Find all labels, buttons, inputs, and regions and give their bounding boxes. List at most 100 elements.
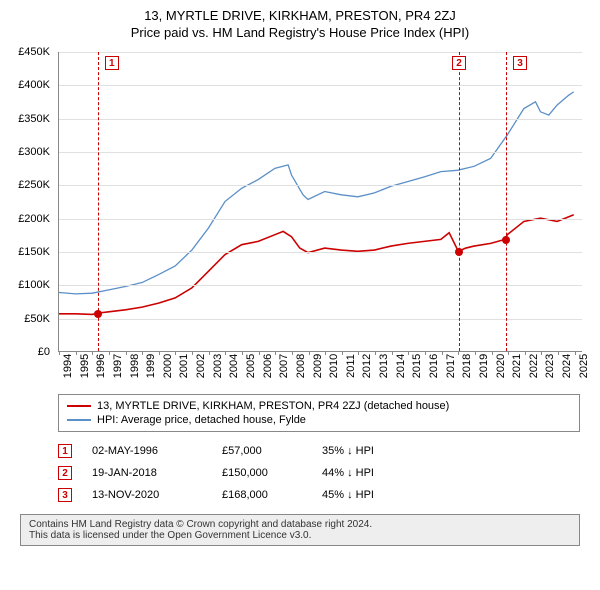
x-tick	[358, 351, 359, 355]
x-axis-label: 2006	[262, 354, 274, 378]
transaction-price: £150,000	[222, 467, 302, 479]
transaction-badge: 1	[58, 444, 72, 458]
transaction-row: 1 02-MAY-1996 £57,000 35% ↓ HPI	[58, 440, 580, 462]
x-tick	[392, 351, 393, 355]
legend-label: HPI: Average price, detached house, Fyld…	[97, 414, 306, 426]
x-tick	[442, 351, 443, 355]
attribution-footer: Contains HM Land Registry data © Crown c…	[20, 514, 580, 546]
transaction-badge: 2	[58, 466, 72, 480]
y-axis-label: £300K	[0, 146, 50, 158]
x-axis-label: 2009	[312, 354, 324, 378]
x-axis-label: 2008	[295, 354, 307, 378]
transactions-table: 1 02-MAY-1996 £57,000 35% ↓ HPI 2 19-JAN-2018…	[58, 440, 580, 506]
x-axis-label: 2016	[428, 354, 440, 378]
x-axis-label: 2010	[328, 354, 340, 378]
x-axis-label: 2018	[461, 354, 473, 378]
y-axis-label: £50K	[0, 313, 50, 325]
marker-badge-2: 2	[452, 56, 466, 70]
x-tick	[458, 351, 459, 355]
x-tick	[492, 351, 493, 355]
x-axis-label: 2002	[195, 354, 207, 378]
y-axis-label: £350K	[0, 113, 50, 125]
x-axis-label: 2025	[578, 354, 590, 378]
gridline	[59, 319, 582, 320]
gridline	[59, 285, 582, 286]
gridline	[59, 152, 582, 153]
chart-container: 13, MYRTLE DRIVE, KIRKHAM, PRESTON, PR4 …	[0, 0, 600, 554]
marker-dot-3	[502, 236, 510, 244]
x-axis-label: 2007	[278, 354, 290, 378]
transaction-date: 19-JAN-2018	[92, 467, 202, 479]
marker-line-3	[506, 52, 507, 351]
x-tick	[541, 351, 542, 355]
x-tick	[425, 351, 426, 355]
x-axis-label: 2001	[178, 354, 190, 378]
x-axis-label: 2017	[445, 354, 457, 378]
x-tick	[475, 351, 476, 355]
transaction-row: 2 19-JAN-2018 £150,000 44% ↓ HPI	[58, 462, 580, 484]
y-axis-label: £100K	[0, 279, 50, 291]
x-axis-label: 2023	[544, 354, 556, 378]
y-axis-label: £0	[0, 346, 50, 358]
x-axis-label: 2004	[228, 354, 240, 378]
x-axis-label: 2021	[511, 354, 523, 378]
marker-dot-2	[455, 248, 463, 256]
x-tick	[275, 351, 276, 355]
x-tick	[76, 351, 77, 355]
y-axis-label: £450K	[0, 46, 50, 58]
x-tick	[375, 351, 376, 355]
x-tick	[508, 351, 509, 355]
transaction-price: £57,000	[222, 445, 302, 457]
chart-title: 13, MYRTLE DRIVE, KIRKHAM, PRESTON, PR4 …	[10, 8, 590, 23]
transaction-delta: 44% ↓ HPI	[322, 467, 432, 479]
x-axis-label: 1995	[79, 354, 91, 378]
legend-swatch	[67, 419, 91, 421]
y-axis-label: £250K	[0, 179, 50, 191]
x-tick	[292, 351, 293, 355]
gridline	[59, 185, 582, 186]
x-axis-label: 2019	[478, 354, 490, 378]
plot-region: 123	[58, 52, 582, 352]
x-tick	[325, 351, 326, 355]
legend-item: 13, MYRTLE DRIVE, KIRKHAM, PRESTON, PR4 …	[67, 399, 571, 413]
x-tick	[259, 351, 260, 355]
marker-line-2	[459, 52, 460, 351]
x-axis-label: 1997	[112, 354, 124, 378]
chart-svg	[59, 52, 582, 351]
y-axis-label: £400K	[0, 79, 50, 91]
x-tick	[342, 351, 343, 355]
gridline	[59, 119, 582, 120]
chart-area: 123 £0£50K£100K£150K£200K£250K£300K£350K…	[10, 46, 590, 386]
x-tick	[142, 351, 143, 355]
x-axis-label: 2005	[245, 354, 257, 378]
x-tick	[126, 351, 127, 355]
x-axis-label: 2000	[162, 354, 174, 378]
gridline	[59, 52, 582, 53]
x-axis-label: 1998	[129, 354, 141, 378]
legend-label: 13, MYRTLE DRIVE, KIRKHAM, PRESTON, PR4 …	[97, 400, 449, 412]
legend: 13, MYRTLE DRIVE, KIRKHAM, PRESTON, PR4 …	[58, 394, 580, 432]
x-axis-label: 2015	[411, 354, 423, 378]
transaction-delta: 35% ↓ HPI	[322, 445, 432, 457]
x-axis-label: 2003	[212, 354, 224, 378]
marker-dot-1	[94, 310, 102, 318]
x-tick	[159, 351, 160, 355]
legend-item: HPI: Average price, detached house, Fyld…	[67, 413, 571, 427]
y-axis-label: £150K	[0, 246, 50, 258]
x-axis-label: 2024	[561, 354, 573, 378]
transaction-delta: 45% ↓ HPI	[322, 489, 432, 501]
transaction-date: 02-MAY-1996	[92, 445, 202, 457]
x-tick	[192, 351, 193, 355]
transaction-price: £168,000	[222, 489, 302, 501]
x-axis-label: 2011	[345, 354, 357, 378]
gridline	[59, 252, 582, 253]
marker-line-1	[98, 52, 99, 351]
x-tick	[59, 351, 60, 355]
x-axis-label: 2014	[395, 354, 407, 378]
x-tick	[225, 351, 226, 355]
legend-swatch	[67, 405, 91, 407]
footer-line-1: Contains HM Land Registry data © Crown c…	[29, 519, 571, 530]
x-axis-label: 1994	[62, 354, 74, 378]
footer-line-2: This data is licensed under the Open Gov…	[29, 530, 571, 541]
x-tick	[175, 351, 176, 355]
